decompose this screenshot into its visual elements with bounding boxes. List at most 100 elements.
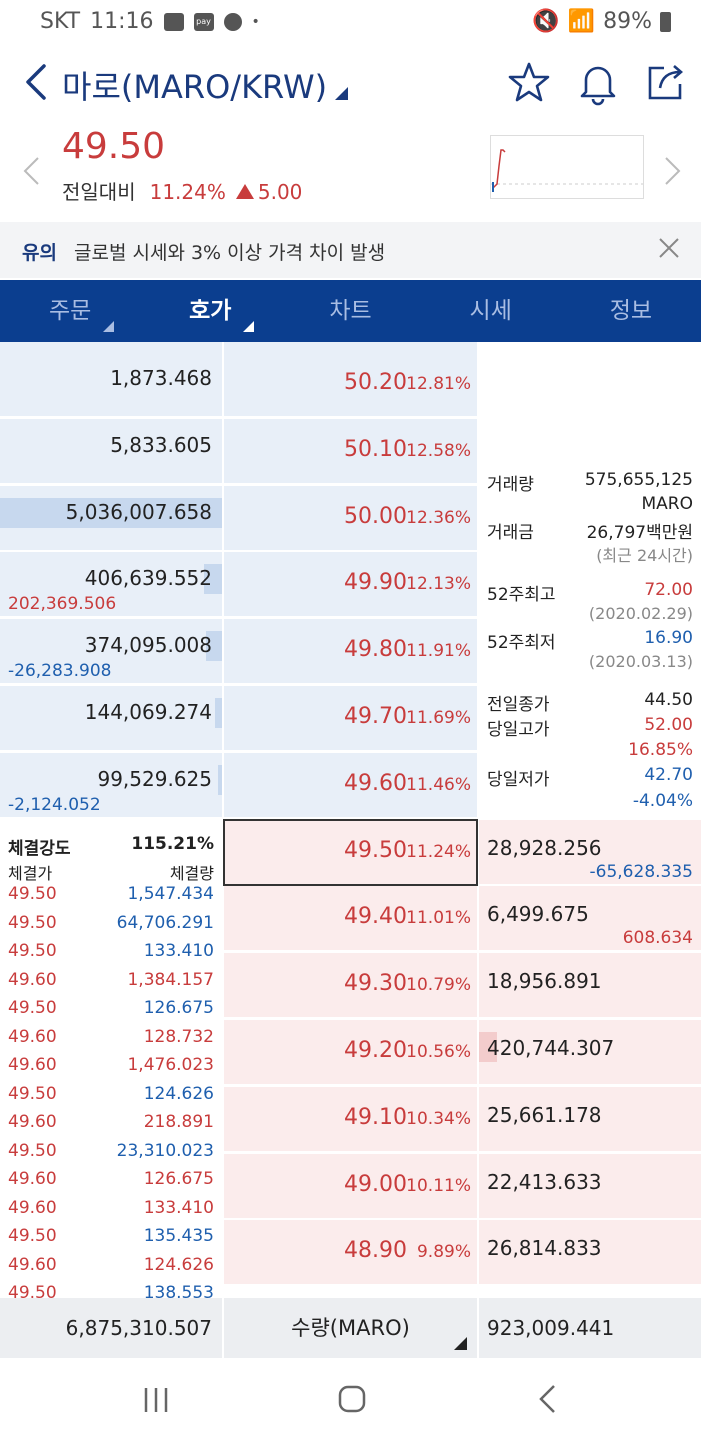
volume-unit: MARO [641,494,694,514]
trade-row: 49.60 1,384.157 [8,970,214,998]
tab-2[interactable]: 차트 [280,280,420,342]
ask-qty-delta: -26,283.908 [8,661,112,682]
ask-qty: 5,833.605 [110,432,212,457]
trade-price: 49.60 [8,969,57,990]
ask-row[interactable]: 144,069.274 49.70 11.69% [0,686,477,750]
recent-apps-icon[interactable] [136,1382,176,1418]
ask-price-cell: 49.70 11.69% [224,686,477,750]
tab-1[interactable]: 호가 [140,280,280,342]
bid-qty: 28,928.256 [487,835,602,860]
ask-row[interactable]: 1,873.468 50.20 12.81% [0,352,477,416]
ask-price-pct: 12.81% [406,374,471,394]
ask-price: 50.10 [344,436,407,462]
unit-selector[interactable]: 수량(MARO) [224,1298,477,1358]
wifi-icon: 📶 [567,9,596,34]
trade-qty: 128.732 [143,1026,214,1047]
close-icon[interactable] [657,236,681,260]
tab-label: 차트 [329,298,372,324]
market-selector[interactable]: 마로(MARO/KRW) [62,62,349,108]
bid-qty-cell: 28,928.256 -65,628.335 [479,819,701,884]
bid-total: 923,009.441 [487,1316,615,1340]
ask-price: 49.70 [344,704,407,729]
trade-price: 49.50 [8,941,57,961]
bid-qty: 6,499.675 [487,902,589,927]
warning-message: 글로벌 시세와 3% 이상 가격 차이 발생 [74,242,386,264]
trade-row: 49.60 1,476.023 [8,1055,214,1083]
back-nav-icon[interactable] [528,1382,568,1418]
trade-row: 49.60 126.675 [8,1169,214,1197]
ask-price-cell: 49.60 11.46% [224,752,477,817]
ask-price-pct: 11.46% [406,774,471,795]
change-rate: 11.24% [149,180,226,204]
bid-price: 48.90 [344,1238,407,1264]
bid-price-cell: 49.10 10.34% [224,1086,477,1151]
ask-price-cell: 49.80 11.91% [224,619,477,684]
bid-row[interactable]: 49.40 11.01% 6,499.675 608.634 [224,886,701,951]
trade-price: 49.50 [8,1283,57,1298]
page-title: 마로(MARO/KRW) [62,68,328,106]
bid-row[interactable]: 49.20 10.56% 420,744.307 [224,1020,701,1084]
ask-price-pct: 11.69% [406,708,471,728]
next-coin-arrow-icon[interactable] [662,156,682,186]
trade-qty: 138.553 [143,1283,214,1298]
strength-label: 체결강도 [8,839,71,859]
trade-row: 49.60 124.626 [8,1255,214,1283]
tab-4[interactable]: 정보 [561,280,701,342]
order-book-footer: 6,875,310.507 수량(MARO) 923,009.441 [0,1298,701,1358]
trade-row: 49.60 218.891 [8,1112,214,1140]
tab-label: 주문 [48,298,92,324]
star-icon[interactable] [505,58,553,106]
bid-price-cell: 49.20 10.56% [224,1020,477,1084]
mini-chart-line [491,149,643,192]
home-icon[interactable] [332,1382,372,1418]
ask-row[interactable]: 5,833.605 50.10 12.58% [0,418,477,483]
bell-icon[interactable] [574,58,622,106]
bid-row[interactable]: 49.00 10.11% 22,413.633 [224,1153,701,1218]
trade-row: 49.50 133.410 [8,941,214,969]
ask-qty-cell: 144,069.274 [0,686,222,750]
tab-3[interactable]: 시세 [421,280,561,342]
bid-price-pct: 10.11% [406,1175,471,1196]
bid-price: 49.20 [344,1038,407,1063]
ask-total: 6,875,310.507 [65,1316,212,1340]
ask-qty-cell: 5,833.605 [0,418,222,483]
ask-price-cell: 50.00 12.36% [224,485,477,550]
tab-0[interactable]: 주문 [0,280,140,342]
app-header: 마로(MARO/KRW) [0,50,701,116]
share-icon[interactable] [642,58,690,106]
bid-row[interactable]: 49.10 10.34% 25,661.178 [224,1086,701,1151]
mini-chart[interactable] [490,135,644,199]
dropdown-triangle-icon [454,1337,467,1350]
bid-price-pct: 10.34% [406,1108,471,1129]
trade-qty: 133.410 [143,941,214,961]
ask-row[interactable]: 99,529.625 -2,124.052 49.60 11.46% [0,752,477,817]
amount-value: 26,797백만원 [586,523,693,543]
bid-qty-cell: 18,956.891 [479,953,701,1018]
prev-coin-arrow-icon[interactable] [22,156,42,186]
ask-qty-cell: 374,095.008 -26,283.908 [0,619,222,684]
bid-row[interactable]: 49.50 11.24% 28,928.256 -65,628.335 [224,819,701,884]
back-arrow-icon[interactable] [18,60,58,104]
strength-value: 115.21% [131,834,214,854]
bid-qty: 26,814.833 [487,1236,602,1261]
ask-row[interactable]: 374,095.008 -26,283.908 49.80 11.91% [0,619,477,684]
bid-qty-delta: 608.634 [622,928,693,949]
ask-price-cell: 49.90 12.13% [224,552,477,617]
current-price: 49.50 [62,126,166,167]
bid-qty-cell: 26,814.833 [479,1220,701,1285]
high52-value: 72.00 [644,580,693,600]
bid-price: 49.00 [344,1171,407,1197]
battery-percent: 89% [603,9,652,34]
trade-row: 49.50 23,310.023 [8,1141,214,1169]
trade-qty: 126.675 [143,1169,214,1189]
bid-row[interactable]: 49.30 10.79% 18,956.891 [224,953,701,1018]
trade-row: 49.50 1,547.434 [8,884,214,912]
ask-row[interactable]: 406,639.552 202,369.506 49.90 12.13% [0,552,477,617]
up-triangle-icon [235,184,254,199]
unit-label: 수량(MARO) [291,1316,410,1340]
trade-qty: 1,547.434 [127,884,214,904]
ask-price-pct: 11.91% [406,641,471,662]
ask-row[interactable]: 5,036,007.658 50.00 12.36% [0,485,477,550]
day-high-pct: 16.85% [628,740,693,760]
bid-row[interactable]: 48.90 9.89% 26,814.833 [224,1220,701,1285]
